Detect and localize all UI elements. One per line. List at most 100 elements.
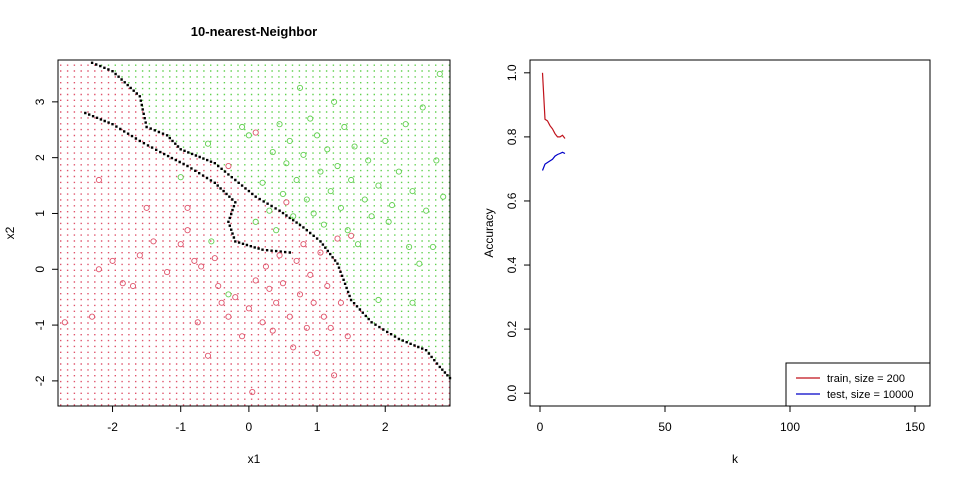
decision-region-grid bbox=[60, 64, 451, 406]
point-red bbox=[225, 313, 232, 320]
point-red bbox=[119, 280, 126, 287]
point-green bbox=[334, 162, 341, 170]
point-red bbox=[215, 282, 222, 290]
point-green bbox=[279, 190, 287, 197]
point-green bbox=[283, 160, 290, 167]
point-green bbox=[266, 207, 273, 214]
point-green bbox=[296, 84, 304, 91]
point-green bbox=[273, 227, 280, 234]
point-red bbox=[344, 333, 351, 340]
point-red bbox=[314, 349, 321, 357]
point-red bbox=[191, 257, 198, 264]
point-green bbox=[303, 196, 310, 203]
point-green bbox=[402, 121, 409, 128]
point-red bbox=[61, 319, 68, 326]
legend: train, size = 200 test, size = 10000 bbox=[785, 362, 931, 407]
point-green bbox=[419, 104, 426, 111]
point-green bbox=[269, 149, 276, 156]
accuracy-x-axis-label: k bbox=[732, 452, 739, 466]
knn-x-axis: -2 -1 0 1 2 bbox=[107, 406, 389, 434]
y-tick-label: -1 bbox=[33, 319, 47, 330]
y-tick-label: 2 bbox=[33, 154, 47, 161]
y-tick-label: 0.8 bbox=[505, 128, 519, 145]
point-green bbox=[239, 123, 246, 131]
point-green bbox=[354, 241, 362, 248]
point-red bbox=[136, 252, 143, 259]
point-red bbox=[218, 299, 225, 306]
point-green bbox=[395, 168, 402, 175]
x-tick-label: 2 bbox=[382, 420, 389, 434]
accuracy-plot-frame bbox=[529, 59, 931, 407]
point-green bbox=[406, 243, 413, 251]
point-red bbox=[239, 333, 246, 340]
test-accuracy-line bbox=[541, 151, 566, 171]
point-green bbox=[341, 123, 348, 131]
x-tick-label: 150 bbox=[905, 420, 925, 434]
point-green bbox=[368, 213, 375, 220]
point-red bbox=[252, 277, 259, 284]
point-red bbox=[164, 269, 171, 276]
point-red bbox=[266, 285, 273, 292]
y-tick-label: 1.0 bbox=[505, 64, 519, 81]
point-green bbox=[382, 137, 389, 144]
point-red bbox=[334, 235, 341, 242]
point-red bbox=[259, 319, 266, 326]
point-green bbox=[290, 213, 297, 220]
point-green bbox=[252, 218, 259, 225]
point-red bbox=[337, 299, 344, 306]
point-red bbox=[225, 162, 232, 170]
point-red bbox=[331, 372, 338, 379]
point-green bbox=[204, 140, 212, 147]
point-green bbox=[317, 168, 324, 175]
train-accuracy-line bbox=[541, 72, 566, 139]
x-tick-label: 50 bbox=[658, 420, 672, 434]
point-green bbox=[245, 132, 252, 139]
decision-boundary bbox=[84, 61, 452, 380]
point-green bbox=[293, 176, 300, 184]
point-green bbox=[300, 151, 307, 158]
point-green bbox=[259, 179, 266, 186]
point-red bbox=[252, 129, 259, 136]
training-points bbox=[61, 70, 447, 396]
point-red bbox=[269, 327, 276, 334]
point-green bbox=[344, 227, 351, 234]
point-red bbox=[232, 294, 239, 301]
x-tick-label: 0 bbox=[246, 420, 253, 434]
accuracy-series bbox=[541, 72, 566, 171]
point-green bbox=[385, 218, 392, 225]
point-red bbox=[150, 238, 157, 245]
y-tick-label: 0.2 bbox=[505, 320, 519, 337]
y-tick-label: 0.4 bbox=[505, 256, 519, 273]
point-red bbox=[317, 249, 324, 256]
point-red bbox=[348, 232, 355, 239]
point-green bbox=[331, 98, 338, 105]
point-green bbox=[177, 174, 184, 181]
point-green bbox=[409, 188, 416, 195]
point-green bbox=[423, 207, 430, 214]
knn-y-axis: -2 -1 0 1 2 3 bbox=[33, 98, 58, 386]
point-green bbox=[348, 176, 355, 184]
accuracy-y-axis: 0.0 0.2 0.4 0.6 0.8 1.0 bbox=[505, 64, 530, 402]
point-red bbox=[204, 352, 212, 359]
point-red bbox=[279, 280, 287, 287]
point-red bbox=[249, 388, 256, 396]
red-region-dots bbox=[60, 64, 450, 406]
point-red bbox=[300, 241, 307, 248]
knn-plot-frame bbox=[57, 59, 451, 407]
point-red bbox=[283, 199, 290, 206]
knn-panel: 10-nearest-Neighbor x1 x2 -2 -1 0 1 2 -2 -1 0 1… bbox=[3, 24, 452, 466]
point-red bbox=[286, 313, 293, 320]
point-green bbox=[436, 70, 443, 78]
legend-test-label: test, size = 10000 bbox=[827, 389, 914, 401]
point-green bbox=[375, 296, 382, 304]
y-tick-label: 0 bbox=[33, 266, 47, 273]
point-red bbox=[89, 313, 96, 320]
point-red bbox=[184, 204, 191, 211]
point-red bbox=[310, 299, 317, 306]
point-red bbox=[327, 324, 334, 331]
y-tick-label: 3 bbox=[33, 98, 47, 105]
point-red bbox=[109, 257, 116, 264]
point-green bbox=[365, 157, 372, 164]
x-tick-label: 0 bbox=[537, 420, 544, 434]
